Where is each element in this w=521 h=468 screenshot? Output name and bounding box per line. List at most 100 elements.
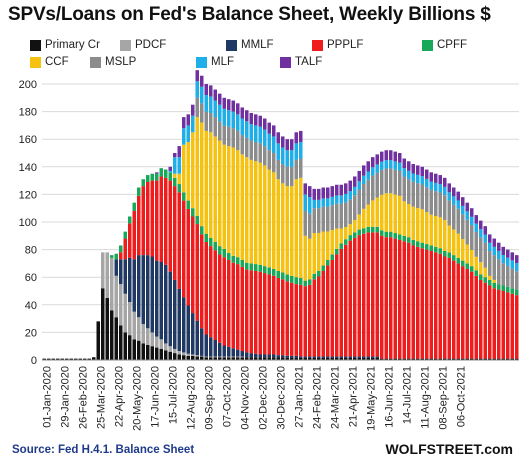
bar-segment-ppplf	[488, 285, 492, 359]
bar-segment-talf	[272, 125, 276, 137]
bar-segment-primary-cr	[249, 357, 253, 360]
bar-segment-pdcf	[164, 343, 168, 351]
bar-segment-mlf	[204, 95, 208, 112]
bar-segment-ccf	[213, 136, 217, 243]
bar-segment-primary-cr	[236, 357, 240, 360]
bar-segment-mslp	[299, 158, 303, 178]
bar-segment-mlf	[326, 198, 330, 207]
bar-segment-ccf	[429, 214, 433, 246]
bar-segment-ppplf	[281, 279, 285, 356]
bar-segment-pdcf	[141, 324, 145, 344]
bar-segment-ccf	[375, 197, 379, 227]
bar-segment-mmlf	[375, 356, 379, 358]
x-tick-label: 21-Apr-2021	[347, 366, 359, 427]
bar-segment-primary-cr	[105, 297, 109, 360]
bar-segment-mmlf	[222, 345, 226, 357]
bar-segment-primary-cr	[470, 358, 474, 360]
bar-segment-mslp	[393, 169, 397, 195]
x-tick-label: 20-May-2020	[131, 366, 143, 431]
bar-segment-talf	[231, 100, 235, 112]
bar-segment-mlf	[407, 170, 411, 180]
y-tick-label: 40	[25, 300, 37, 312]
legend-item: MLF	[196, 55, 234, 69]
bar-segment-mslp	[488, 251, 492, 276]
bar-segment-mslp	[384, 168, 388, 194]
bar-segment-mlf	[393, 161, 397, 170]
bar-segment-mslp	[497, 259, 501, 285]
bar-segment-ppplf	[132, 210, 136, 260]
bar-segment-cpff	[191, 208, 195, 217]
bar-segment-ppplf	[119, 252, 123, 260]
bar-segment-mslp	[411, 181, 415, 207]
bar-segment-primary-cr	[344, 357, 348, 360]
bar-segment-talf	[425, 169, 429, 179]
bar-segment-ccf	[335, 228, 339, 249]
bar-segment-cpff	[155, 173, 159, 181]
bar-segment-ppplf	[263, 273, 267, 355]
bar-segment-mslp	[429, 189, 433, 215]
bar-segment-mmlf	[290, 355, 294, 358]
bar-segment-pdcf	[173, 348, 177, 354]
bar-segment-ccf	[272, 172, 276, 269]
bar-segment-mlf	[272, 136, 276, 153]
bar-segment-ccf	[465, 244, 469, 264]
bar-segment-ppplf	[380, 235, 384, 359]
bar-segment-primary-cr	[150, 346, 154, 360]
bar-segment-ccf	[285, 186, 289, 275]
bar-segment-cpff	[204, 233, 208, 243]
legend-label: PPPLF	[327, 39, 364, 51]
bar-segment-ppplf	[285, 281, 289, 356]
bar-segment-mslp	[402, 176, 406, 202]
x-tick-label: 14-Jul-2021	[401, 366, 413, 424]
bar-segment-mmlf	[231, 348, 235, 357]
bar-segment-ppplf	[479, 279, 483, 359]
bar-segment-primary-cr	[227, 357, 231, 360]
bar-segment-mmlf	[249, 353, 253, 358]
bar-segment-primary-cr	[438, 358, 442, 360]
bar-segment-primary-cr	[371, 357, 375, 360]
bar-segment-ppplf	[177, 192, 181, 289]
bar-segment-talf	[492, 238, 496, 247]
bar-segment-talf	[474, 215, 478, 224]
bar-segment-mlf	[254, 125, 258, 142]
bar-segment-primary-cr	[159, 348, 163, 360]
bar-segment-pdcf	[159, 339, 163, 349]
bar-segment-primary-cr	[317, 357, 321, 360]
bar-segment-talf	[222, 97, 226, 109]
bar-segment-mslp	[258, 143, 262, 163]
bar-segment-ccf	[258, 162, 262, 265]
bar-segment-primary-cr	[114, 317, 118, 360]
bar-segment-mlf	[411, 173, 415, 182]
bar-segment-ppplf	[168, 180, 172, 272]
bar-segment-mlf	[299, 141, 303, 159]
bar-segment-talf	[510, 252, 514, 261]
bar-segment-talf	[429, 172, 433, 182]
bar-segment-mslp	[290, 166, 294, 187]
bar-segment-cpff	[438, 248, 442, 254]
bar-segment-talf	[267, 122, 271, 134]
legend-swatch	[280, 56, 291, 68]
bar-segment-cpff	[362, 228, 366, 234]
bar-segment-primary-cr	[375, 357, 379, 360]
bar-segment-mslp	[231, 128, 235, 148]
bar-segment-primary-cr	[56, 358, 60, 360]
bar-segment-pdcf	[146, 328, 150, 345]
bar-segment-mlf	[177, 157, 181, 174]
bar-segment-ppplf	[407, 242, 411, 359]
bar-segment-mslp	[195, 97, 199, 118]
bar-segment-ppplf	[483, 282, 487, 359]
bar-segment-primary-cr	[312, 357, 316, 360]
bar-segment-primary-cr	[276, 357, 280, 360]
bar-segment-mslp	[425, 187, 429, 212]
bar-segment-mmlf	[186, 305, 190, 354]
bar-segment-mlf	[506, 257, 510, 266]
bar-segment-mslp	[204, 111, 208, 131]
bar-segment-talf	[470, 208, 474, 217]
bar-segment-mslp	[479, 237, 483, 263]
bar-segment-cpff	[249, 263, 253, 271]
bar-segment-mslp	[326, 206, 330, 232]
bar-segment-mlf	[515, 263, 519, 272]
bar-segment-primary-cr	[348, 357, 352, 360]
bar-segment-ccf	[425, 212, 429, 245]
bar-segment-primary-cr	[425, 358, 429, 360]
